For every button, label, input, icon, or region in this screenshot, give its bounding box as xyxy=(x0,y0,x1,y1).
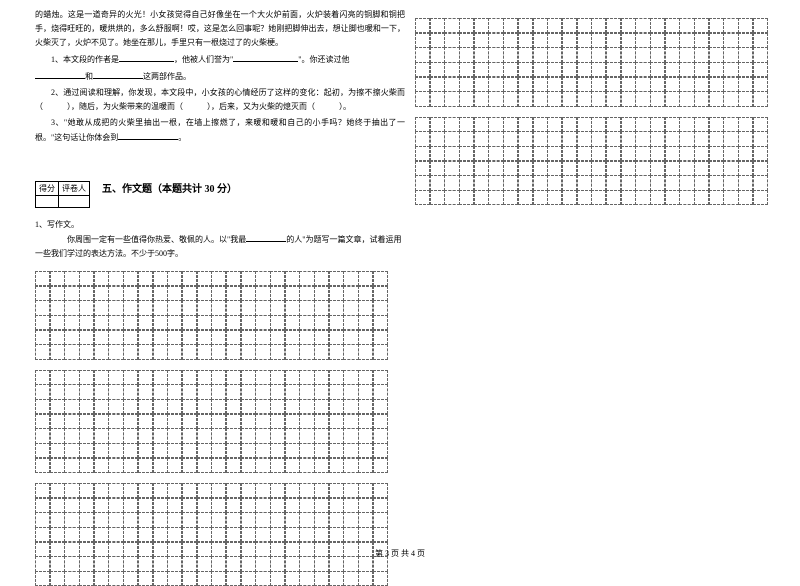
blank[interactable] xyxy=(118,130,178,140)
section-5-header: 得分 评卷人 五、作文题（本题共计 30 分） xyxy=(35,163,405,212)
reading-passage: 的蜡烛。这是一道奇异的火光！小女孩觉得自己好像坐在一个大火炉前面，火炉装着闪亮的… xyxy=(35,8,405,145)
essay-text: 你周围一定有一些值得你热爱、敬佩的人。以"我最的人"为题写一篇文章，试着运用一些… xyxy=(35,232,405,261)
writing-grid[interactable] xyxy=(35,370,405,473)
exam-page: 的蜡烛。这是一道奇异的火光！小女孩觉得自己好像坐在一个大火炉前面，火炉装着闪亮的… xyxy=(0,0,800,565)
blank[interactable] xyxy=(35,69,85,79)
score-cell[interactable] xyxy=(36,196,59,208)
writing-grid[interactable] xyxy=(415,117,775,206)
writing-grid[interactable] xyxy=(35,271,405,360)
left-column: 的蜡烛。这是一道奇异的火光！小女孩觉得自己好像坐在一个大火炉前面，火炉装着闪亮的… xyxy=(35,8,405,586)
blank[interactable] xyxy=(119,52,174,62)
question-1-cont: 和这两部作品。 xyxy=(35,69,405,84)
writing-grid[interactable] xyxy=(415,18,775,107)
essay-item: 1、写作文。 xyxy=(35,218,405,232)
score-header: 得分 xyxy=(36,182,59,196)
blank[interactable] xyxy=(246,232,286,242)
page-footer: 第 3 页 共 4 页 xyxy=(0,548,800,559)
grader-header: 评卷人 xyxy=(59,182,90,196)
grader-cell[interactable] xyxy=(59,196,90,208)
writing-grid[interactable] xyxy=(35,483,405,586)
question-1: 1、本文段的作者是，他被人们誉为""。你还读过他 xyxy=(35,52,405,67)
blank[interactable] xyxy=(93,69,143,79)
passage-text: 的蜡烛。这是一道奇异的火光！小女孩觉得自己好像坐在一个大火炉前面，火炉装着闪亮的… xyxy=(35,8,405,50)
section-5-title: 五、作文题（本题共计 30 分） xyxy=(102,180,237,195)
question-3: 3、"她敢从成把的火柴里抽出一根，在墙上擦燃了，来暖和暖和自己的小手吗？她终于抽… xyxy=(35,116,405,145)
essay-prompt: 1、写作文。 你周围一定有一些值得你热爱、敬佩的人。以"我最的人"为题写一篇文章… xyxy=(35,218,405,261)
right-column xyxy=(415,8,775,205)
blank[interactable] xyxy=(233,52,298,62)
question-2: 2、通过阅读和理解，你发现，本文段中，小女孩的心情经历了这样的变化：起初，为擦不… xyxy=(35,86,405,114)
score-table: 得分 评卷人 xyxy=(35,181,90,208)
